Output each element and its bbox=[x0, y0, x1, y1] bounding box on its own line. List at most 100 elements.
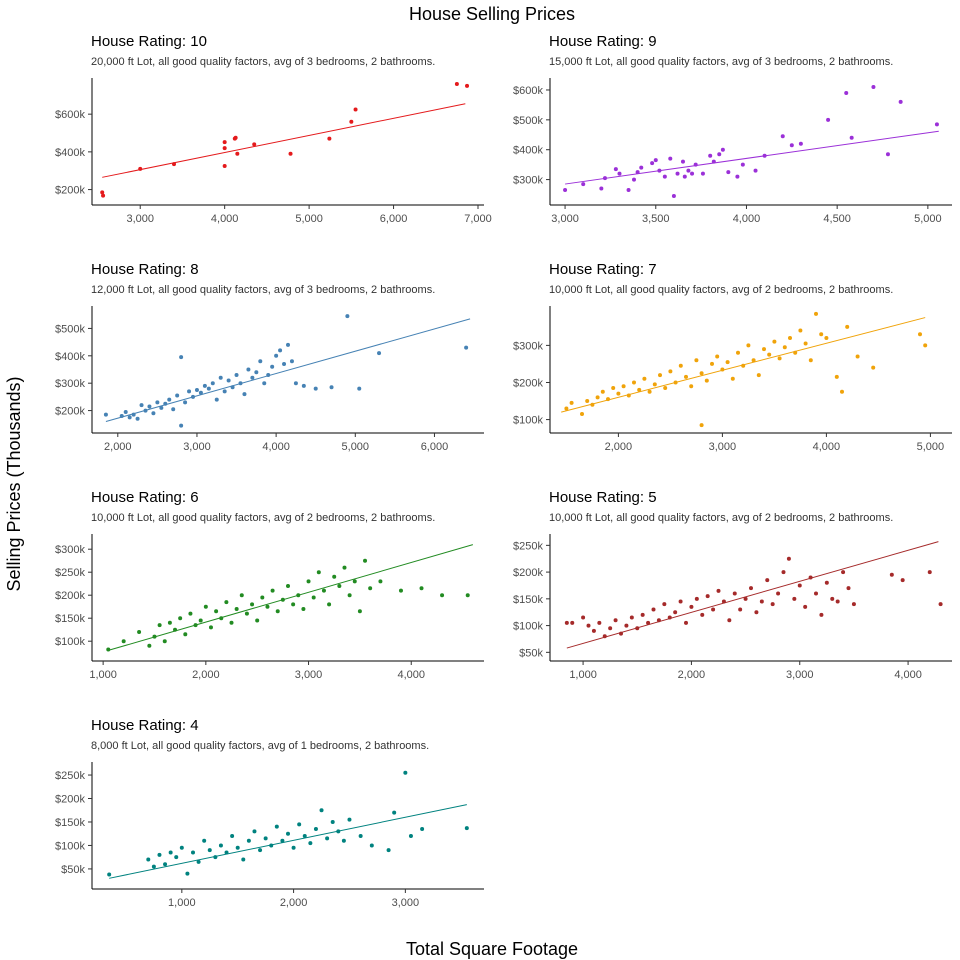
data-point bbox=[121, 639, 126, 644]
data-point bbox=[152, 634, 157, 639]
data-point bbox=[851, 602, 856, 607]
data-point bbox=[684, 620, 688, 625]
data-point bbox=[668, 156, 673, 161]
panel-5: House Rating: 6 10,000 ft Lot, all good q… bbox=[55, 489, 484, 681]
data-point bbox=[721, 599, 726, 604]
regression-line bbox=[102, 103, 466, 178]
data-point bbox=[151, 411, 156, 416]
data-point bbox=[224, 850, 229, 855]
data-point bbox=[754, 610, 759, 615]
data-point bbox=[569, 400, 574, 405]
data-point bbox=[689, 384, 694, 389]
data-point bbox=[841, 570, 846, 575]
y-tick-label: $100k bbox=[55, 840, 85, 852]
data-point bbox=[291, 602, 296, 607]
data-point bbox=[590, 402, 595, 407]
data-point bbox=[586, 623, 591, 628]
data-point bbox=[564, 620, 569, 625]
data-point bbox=[274, 353, 279, 358]
data-point bbox=[377, 351, 382, 356]
x-tick-label: 5,000 bbox=[342, 441, 370, 453]
data-point bbox=[206, 386, 211, 391]
data-point bbox=[814, 591, 818, 596]
data-point bbox=[222, 164, 227, 169]
x-tick-label: 6,000 bbox=[380, 213, 408, 225]
data-point bbox=[741, 363, 746, 368]
panel-3: House Rating: 8 12,000 ft Lot, all good q… bbox=[55, 261, 484, 453]
panel-title: House Rating: 5 bbox=[549, 489, 657, 506]
panel-7: House Rating: 4 8,000 ft Lot, all good qu… bbox=[55, 717, 484, 909]
data-point bbox=[658, 373, 662, 378]
y-tick-label: $500k bbox=[513, 115, 543, 127]
data-point bbox=[693, 162, 698, 167]
data-point bbox=[194, 388, 199, 393]
data-point bbox=[157, 852, 162, 857]
x-tick-label: 3,000 bbox=[709, 441, 737, 453]
y-tick-label: $150k bbox=[513, 594, 543, 606]
data-point bbox=[776, 591, 781, 596]
data-point bbox=[689, 604, 694, 609]
data-point bbox=[454, 82, 459, 86]
y-tick-label: $300k bbox=[55, 378, 85, 390]
x-tick-label: 4,000 bbox=[733, 213, 761, 225]
data-point bbox=[927, 570, 932, 575]
data-point bbox=[826, 117, 831, 122]
x-tick-label: 5,000 bbox=[914, 213, 942, 225]
data-point bbox=[767, 352, 772, 357]
data-point bbox=[765, 578, 770, 583]
y-tick-label: $150k bbox=[55, 817, 85, 829]
data-point bbox=[246, 367, 251, 372]
data-point bbox=[716, 588, 721, 593]
data-point bbox=[602, 176, 607, 181]
data-point bbox=[193, 623, 198, 628]
data-point bbox=[686, 168, 691, 173]
data-point bbox=[740, 162, 745, 167]
data-point bbox=[233, 135, 238, 140]
panel-title: House Rating: 7 bbox=[549, 261, 657, 278]
x-tick-label: 4,000 bbox=[211, 213, 239, 225]
data-point bbox=[621, 384, 626, 389]
data-point bbox=[900, 578, 905, 583]
data-point bbox=[286, 584, 290, 588]
data-point bbox=[263, 836, 268, 841]
data-point bbox=[202, 838, 207, 843]
panels: House Rating: 10 20,000 ft Lot, all good … bbox=[55, 33, 952, 909]
y-tick-label: $300k bbox=[55, 544, 85, 556]
data-point bbox=[135, 416, 140, 421]
data-point bbox=[282, 362, 287, 367]
data-point bbox=[777, 356, 782, 361]
panel-subtitle: 8,000 ft Lot, all good quality factors, … bbox=[91, 740, 429, 752]
data-point bbox=[705, 594, 710, 599]
data-point bbox=[241, 857, 246, 862]
data-point bbox=[219, 616, 224, 621]
data-point bbox=[341, 838, 346, 843]
data-point bbox=[845, 324, 850, 329]
data-point bbox=[155, 400, 160, 405]
x-tick-label: 3,000 bbox=[183, 441, 211, 453]
data-point bbox=[595, 395, 600, 400]
data-point bbox=[392, 810, 397, 815]
data-point bbox=[101, 193, 106, 198]
data-point bbox=[353, 107, 358, 112]
data-point bbox=[694, 596, 699, 601]
data-point bbox=[650, 161, 655, 166]
y-tick-label: $300k bbox=[513, 175, 543, 187]
x-tick-label: 4,000 bbox=[397, 669, 425, 681]
x-tick-label: 1,000 bbox=[168, 897, 196, 909]
data-point bbox=[238, 381, 243, 386]
data-point bbox=[699, 371, 704, 376]
x-tick-label: 3,500 bbox=[642, 213, 670, 225]
y-tick-label: $400k bbox=[55, 351, 85, 363]
x-tick-label: 2,000 bbox=[104, 441, 132, 453]
data-point bbox=[464, 345, 469, 350]
data-point bbox=[250, 602, 255, 607]
data-point bbox=[699, 423, 704, 428]
data-point bbox=[234, 607, 239, 611]
data-point bbox=[704, 378, 709, 383]
data-point bbox=[207, 848, 212, 853]
panel-title: House Rating: 10 bbox=[91, 33, 207, 50]
data-point bbox=[289, 359, 294, 364]
data-point bbox=[730, 376, 735, 381]
data-point bbox=[352, 579, 357, 584]
data-point bbox=[103, 412, 108, 417]
